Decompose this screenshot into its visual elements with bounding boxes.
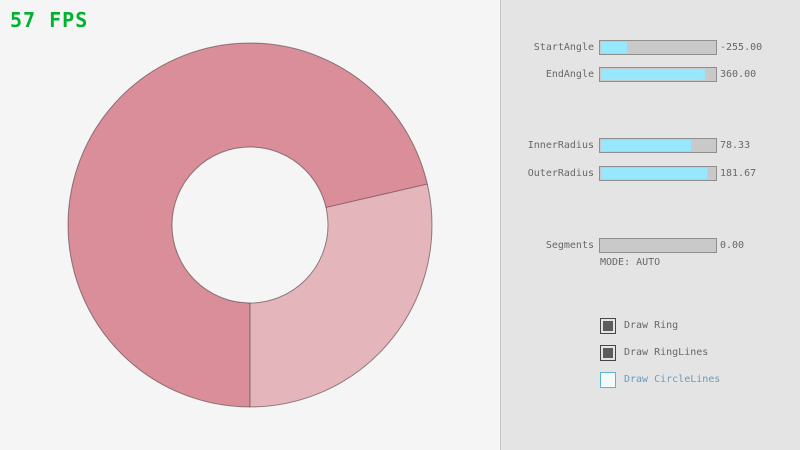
outerradius-value: 181.67	[720, 168, 757, 179]
slider-row-endangle: EndAngle 360.00	[501, 67, 800, 82]
slider-row-startangle: StartAngle -255.00	[501, 40, 800, 55]
startangle-value: -255.00	[720, 42, 763, 53]
draw-circlelines-label: Draw CircleLines	[624, 374, 721, 385]
innerradius-label: InnerRadius	[527, 140, 594, 151]
endangle-value: 360.00	[720, 69, 757, 80]
outerradius-slider[interactable]	[599, 166, 717, 181]
endangle-slider[interactable]	[599, 67, 717, 82]
slider-row-innerradius: InnerRadius 78.33	[501, 138, 800, 153]
fps-counter: 57 FPS	[10, 8, 89, 32]
startangle-label: StartAngle	[533, 42, 594, 53]
ring-boundary-line-right	[325, 183, 428, 208]
startangle-slider[interactable]	[599, 40, 717, 55]
innerradius-slider[interactable]	[599, 138, 717, 153]
draw-ringlines-checkbox[interactable]	[600, 345, 616, 361]
startangle-slider-fill	[601, 42, 627, 53]
draw-ringlines-label: Draw RingLines	[624, 347, 709, 358]
segments-value: 0.00	[720, 240, 745, 251]
segments-slider[interactable]	[599, 238, 717, 253]
checkbox-row-draw-circlelines: Draw CircleLines	[600, 372, 720, 388]
ring-outline-outer	[67, 42, 433, 408]
draw-ring-checkbox[interactable]	[600, 318, 616, 334]
draw-ring-label: Draw Ring	[624, 320, 679, 331]
innerradius-value: 78.33	[720, 140, 751, 151]
ring-canvas	[67, 42, 433, 408]
draw-circlelines-checkbox[interactable]	[600, 372, 616, 388]
checkbox-row-draw-ringlines: Draw RingLines	[600, 345, 708, 361]
ring-outline-inner	[171, 146, 329, 304]
segments-label: Segments	[545, 240, 594, 251]
outerradius-label: OuterRadius	[527, 168, 594, 179]
slider-row-segments: Segments 0.00	[501, 238, 800, 253]
checkbox-row-draw-ring: Draw Ring	[600, 318, 678, 334]
innerradius-slider-fill	[601, 140, 692, 151]
segments-mode-label: MODE: AUTO	[600, 257, 661, 268]
endangle-slider-fill	[601, 69, 706, 80]
outerradius-slider-fill	[601, 168, 707, 179]
controls-panel: StartAngle -255.00 EndAngle 360.00 Inner…	[500, 0, 800, 450]
slider-row-outerradius: OuterRadius 181.67	[501, 166, 800, 181]
ring-segment-light	[250, 184, 433, 407]
endangle-label: EndAngle	[545, 69, 594, 80]
